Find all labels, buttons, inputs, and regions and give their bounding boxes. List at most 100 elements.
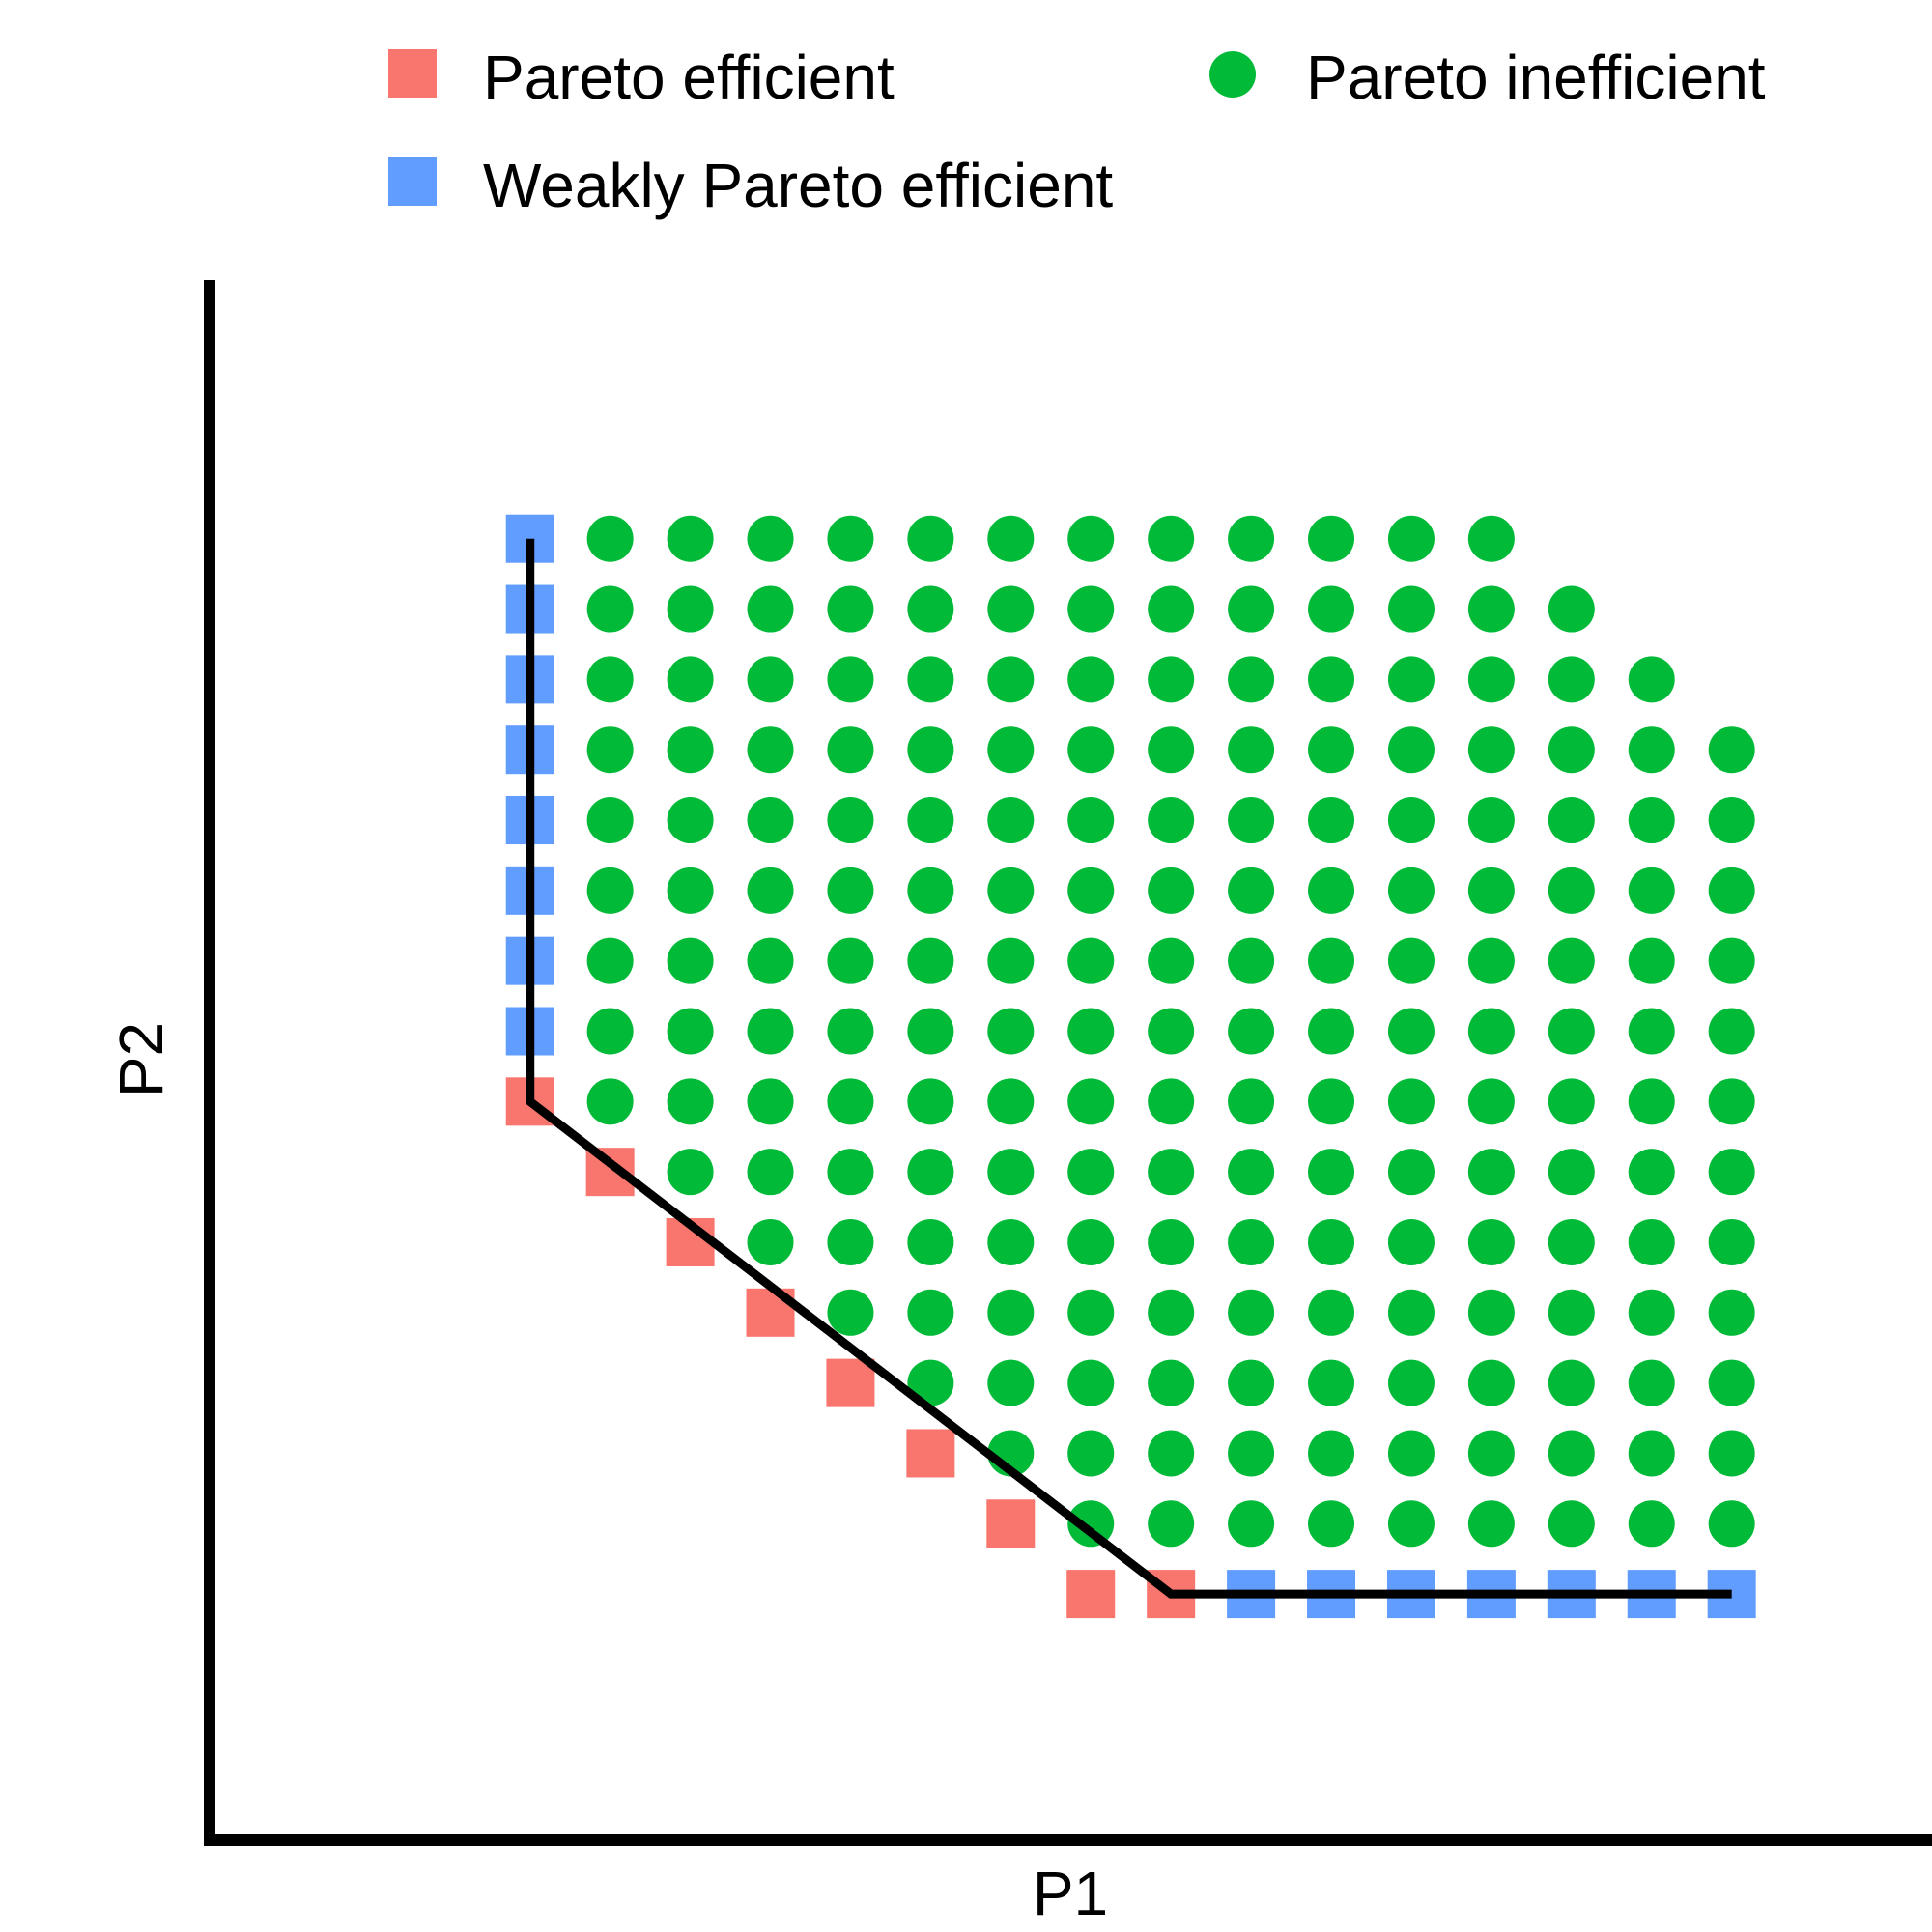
point-pareto-inefficient-4-5 — [827, 1218, 874, 1265]
point-pareto-inefficient-2-14 — [667, 585, 714, 633]
point-pareto-inefficient-11-1 — [1387, 1500, 1435, 1548]
point-pareto-inefficient-7-9 — [1067, 937, 1115, 984]
point-pareto-inefficient-4-9 — [827, 937, 874, 984]
point-pareto-inefficient-8-2 — [1148, 1430, 1195, 1477]
point-pareto-inefficient-6-4 — [987, 1289, 1035, 1336]
point-pareto-inefficient-3-11 — [747, 797, 794, 844]
point-pareto-inefficient-11-8 — [1387, 1008, 1435, 1055]
point-pareto-inefficient-10-15 — [1308, 515, 1355, 562]
point-pareto-inefficient-7-3 — [1067, 1359, 1115, 1406]
point-pareto-inefficient-9-14 — [1228, 585, 1275, 633]
point-pareto-inefficient-8-4 — [1148, 1289, 1195, 1336]
point-pareto-inefficient-4-13 — [827, 656, 874, 703]
point-pareto-inefficient-4-11 — [827, 797, 874, 844]
point-pareto-inefficient-1-8 — [586, 1008, 634, 1055]
point-pareto-inefficient-13-13 — [1548, 656, 1595, 703]
point-pareto-inefficient-8-8 — [1148, 1008, 1195, 1055]
point-pareto-inefficient-3-9 — [747, 937, 794, 984]
point-pareto-inefficient-14-3 — [1628, 1359, 1675, 1406]
point-pareto-inefficient-2-12 — [667, 726, 714, 774]
point-pareto-inefficient-6-9 — [987, 937, 1035, 984]
point-pareto-inefficient-15-2 — [1708, 1430, 1755, 1477]
point-pareto-inefficient-7-10 — [1067, 867, 1115, 914]
point-pareto-efficient-4-3 — [826, 1358, 875, 1407]
point-pareto-inefficient-6-12 — [987, 726, 1035, 774]
point-pareto-inefficient-10-1 — [1308, 1500, 1355, 1548]
point-pareto-inefficient-12-11 — [1467, 797, 1515, 844]
point-pareto-inefficient-6-3 — [987, 1359, 1035, 1406]
point-pareto-inefficient-8-3 — [1148, 1359, 1195, 1406]
point-pareto-inefficient-12-15 — [1467, 515, 1515, 562]
point-pareto-inefficient-9-15 — [1228, 515, 1275, 562]
point-pareto-inefficient-5-9 — [907, 937, 954, 984]
point-pareto-inefficient-11-10 — [1387, 867, 1435, 914]
point-pareto-inefficient-11-12 — [1387, 726, 1435, 774]
point-pareto-inefficient-13-14 — [1548, 585, 1595, 633]
point-pareto-inefficient-3-5 — [747, 1218, 794, 1265]
point-pareto-inefficient-4-6 — [827, 1149, 874, 1196]
point-pareto-inefficient-4-8 — [827, 1008, 874, 1055]
point-pareto-inefficient-9-9 — [1228, 937, 1275, 984]
point-pareto-inefficient-10-14 — [1308, 585, 1355, 633]
point-pareto-inefficient-8-5 — [1148, 1218, 1195, 1265]
point-pareto-inefficient-7-5 — [1067, 1218, 1115, 1265]
point-pareto-inefficient-6-5 — [987, 1218, 1035, 1265]
point-pareto-inefficient-8-14 — [1148, 585, 1195, 633]
point-pareto-inefficient-8-6 — [1148, 1149, 1195, 1196]
point-pareto-inefficient-13-9 — [1548, 937, 1595, 984]
point-pareto-inefficient-13-11 — [1548, 797, 1595, 844]
point-pareto-inefficient-12-1 — [1467, 1500, 1515, 1548]
point-pareto-inefficient-9-3 — [1228, 1359, 1275, 1406]
point-pareto-inefficient-9-1 — [1228, 1500, 1275, 1548]
point-pareto-inefficient-13-10 — [1548, 867, 1595, 914]
legend-key-pareto-efficient — [388, 49, 437, 98]
point-pareto-inefficient-5-4 — [907, 1289, 954, 1336]
point-pareto-inefficient-1-9 — [586, 937, 634, 984]
point-pareto-inefficient-15-3 — [1708, 1359, 1755, 1406]
point-pareto-inefficient-3-8 — [747, 1008, 794, 1055]
point-pareto-inefficient-10-4 — [1308, 1289, 1355, 1336]
point-pareto-inefficient-12-5 — [1467, 1218, 1515, 1265]
point-pareto-inefficient-5-11 — [907, 797, 954, 844]
point-pareto-inefficient-7-12 — [1067, 726, 1115, 774]
point-pareto-inefficient-7-4 — [1067, 1289, 1115, 1336]
point-pareto-inefficient-14-8 — [1628, 1008, 1675, 1055]
point-pareto-inefficient-1-14 — [586, 585, 634, 633]
point-pareto-inefficient-1-11 — [586, 797, 634, 844]
legend-item-weakly-pareto-efficient: Weakly Pareto efficient — [388, 151, 1113, 220]
y-axis-title: P2 — [106, 1022, 176, 1097]
point-pareto-inefficient-9-12 — [1228, 726, 1275, 774]
legend-label-pareto-inefficient: Pareto inefficient — [1306, 43, 1766, 112]
point-pareto-inefficient-9-7 — [1228, 1078, 1275, 1125]
point-pareto-inefficient-2-7 — [667, 1078, 714, 1125]
point-pareto-inefficient-2-15 — [667, 515, 714, 562]
point-pareto-inefficient-2-6 — [667, 1149, 714, 1196]
legend-label-weakly-pareto-efficient: Weakly Pareto efficient — [483, 151, 1113, 220]
point-pareto-inefficient-15-10 — [1708, 867, 1755, 914]
point-pareto-inefficient-3-7 — [747, 1078, 794, 1125]
point-pareto-inefficient-12-8 — [1467, 1008, 1515, 1055]
point-pareto-inefficient-3-10 — [747, 867, 794, 914]
point-pareto-inefficient-4-15 — [827, 515, 874, 562]
point-pareto-inefficient-14-4 — [1628, 1289, 1675, 1336]
point-pareto-inefficient-4-10 — [827, 867, 874, 914]
point-pareto-inefficient-4-7 — [827, 1078, 874, 1125]
point-pareto-inefficient-6-10 — [987, 867, 1035, 914]
point-pareto-inefficient-14-2 — [1628, 1430, 1675, 1477]
point-pareto-inefficient-6-11 — [987, 797, 1035, 844]
point-pareto-inefficient-10-3 — [1308, 1359, 1355, 1406]
point-pareto-inefficient-7-8 — [1067, 1008, 1115, 1055]
point-pareto-inefficient-14-11 — [1628, 797, 1675, 844]
point-pareto-inefficient-10-13 — [1308, 656, 1355, 703]
x-axis-title: P1 — [1033, 1859, 1108, 1928]
point-pareto-inefficient-4-14 — [827, 585, 874, 633]
point-pareto-inefficient-9-6 — [1228, 1149, 1275, 1196]
point-pareto-inefficient-11-3 — [1387, 1359, 1435, 1406]
legend: Pareto efficient Pareto inefficient Weak… — [388, 43, 1766, 220]
point-pareto-efficient-7-0 — [1066, 1570, 1116, 1619]
point-pareto-inefficient-5-3 — [907, 1359, 954, 1406]
point-pareto-inefficient-11-5 — [1387, 1218, 1435, 1265]
point-pareto-inefficient-10-2 — [1308, 1430, 1355, 1477]
point-pareto-inefficient-3-15 — [747, 515, 794, 562]
point-pareto-inefficient-3-6 — [747, 1149, 794, 1196]
